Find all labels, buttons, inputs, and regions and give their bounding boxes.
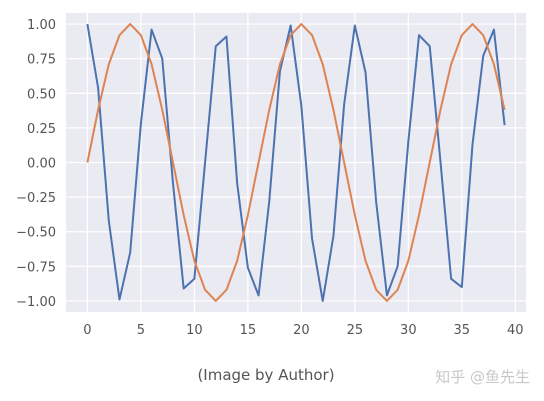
line-chart: −1.00 −0.75 −0.50 −0.25 0.00 0.25 0.50 0.75 1.00… (16, 13, 526, 338)
figure-caption: (Image by Author) (197, 366, 335, 384)
x-tick-label: 30 (400, 323, 417, 338)
x-tick-label: 15 (240, 323, 257, 338)
y-tick-label: 1.00 (27, 18, 56, 33)
x-tick-label: 25 (347, 323, 364, 338)
y-tick-label: 0.25 (27, 122, 56, 137)
series-line-1 (86, 23, 506, 302)
x-tick-label: 10 (186, 323, 203, 338)
x-tick-label: 0 (83, 323, 91, 338)
x-tick-label: 35 (454, 323, 471, 338)
y-tick-label: −0.25 (16, 191, 56, 206)
y-tick-label: 0.75 (27, 53, 56, 68)
series-line-2 (86, 23, 506, 302)
y-tick-label: 0.50 (27, 87, 56, 102)
x-tick-label: 5 (137, 323, 145, 338)
y-tick-label: −0.75 (16, 260, 56, 275)
chart-area: −1.00 −0.75 −0.50 −0.25 0.00 0.25 0.50 0.75 1.00… (16, 13, 526, 338)
y-tick-label: 0.00 (27, 157, 56, 172)
x-tick-label: 20 (293, 323, 310, 338)
y-tick-label: −0.50 (16, 226, 56, 241)
y-tick-label: −1.00 (16, 295, 56, 310)
watermark: 知乎 @鱼先生 (435, 368, 530, 386)
x-tick-label: 40 (507, 323, 524, 338)
